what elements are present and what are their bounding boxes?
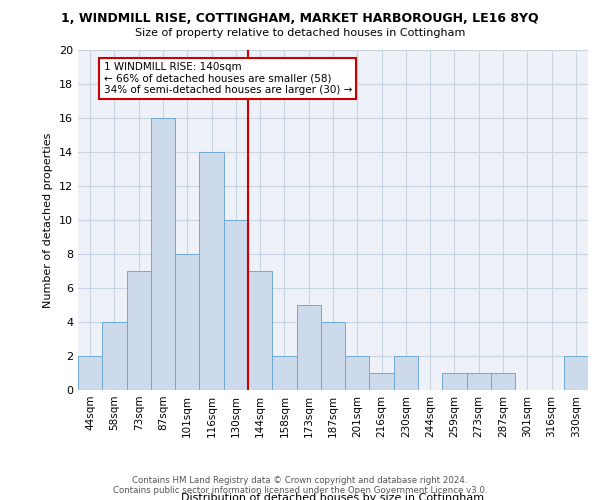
Text: Contains HM Land Registry data © Crown copyright and database right 2024.
Contai: Contains HM Land Registry data © Crown c… (113, 476, 487, 495)
Bar (491, 373, 515, 390)
Bar (224, 220, 248, 390)
Bar (151, 118, 175, 390)
Bar (370, 373, 394, 390)
Bar (442, 373, 467, 390)
Bar (394, 356, 418, 390)
Bar (564, 356, 588, 390)
Text: 1, WINDMILL RISE, COTTINGHAM, MARKET HARBOROUGH, LE16 8YQ: 1, WINDMILL RISE, COTTINGHAM, MARKET HAR… (61, 12, 539, 26)
Bar (248, 271, 272, 390)
Y-axis label: Number of detached properties: Number of detached properties (43, 132, 53, 308)
Bar (321, 322, 345, 390)
Bar (345, 356, 370, 390)
Bar (199, 152, 224, 390)
Text: 1 WINDMILL RISE: 140sqm
← 66% of detached houses are smaller (58)
34% of semi-de: 1 WINDMILL RISE: 140sqm ← 66% of detache… (104, 62, 352, 95)
Bar (175, 254, 199, 390)
Text: Size of property relative to detached houses in Cottingham: Size of property relative to detached ho… (135, 28, 465, 38)
Bar (127, 271, 151, 390)
Bar (102, 322, 127, 390)
Bar (272, 356, 296, 390)
Bar (467, 373, 491, 390)
Bar (296, 305, 321, 390)
X-axis label: Distribution of detached houses by size in Cottingham: Distribution of detached houses by size … (181, 492, 485, 500)
Bar (78, 356, 102, 390)
